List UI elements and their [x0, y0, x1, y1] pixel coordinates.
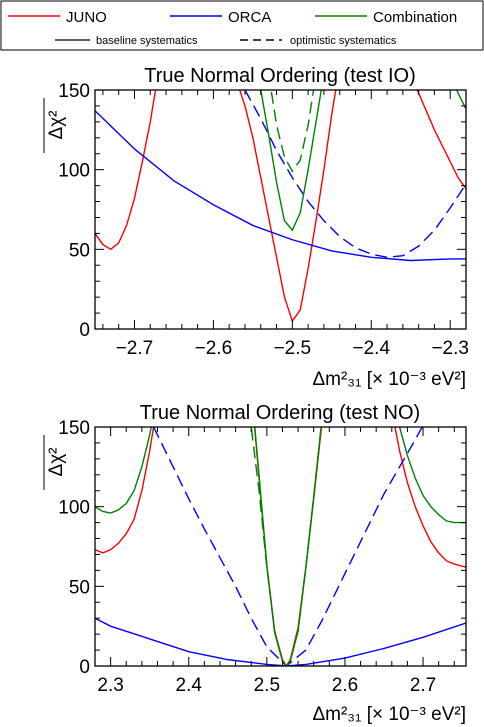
y-tick-label: 0: [79, 657, 90, 678]
y-axis-label-text: Δχ²: [46, 111, 67, 140]
legend-label-optimistic: optimistic systematics: [290, 35, 397, 47]
series-line-combination-baseline: [456, 90, 466, 110]
y-tick-label: 50: [69, 240, 90, 261]
legend-label-orca: ORCA: [228, 9, 271, 26]
x-axis-label: Δm²₃₁ [× 10⁻³ eV²]: [312, 704, 466, 725]
legend: JUNO ORCA Combination baseline systemati…: [0, 0, 484, 51]
series-line-combination-baseline: [260, 90, 322, 232]
y-tick-label: 100: [58, 498, 90, 519]
legend-label-baseline: baseline systematics: [96, 35, 198, 47]
y-axis-label: Δχ²: [46, 111, 67, 140]
x-tick-label: −2.3: [431, 338, 469, 359]
series-line-combination-optimistic: [250, 427, 322, 666]
legend-label-juno: JUNO: [66, 9, 107, 26]
series-group: [95, 90, 466, 323]
x-tick-label: −2.6: [195, 338, 233, 359]
chart-panel-test-no: True Normal Ordering (test NO) Δχ² Δm²₃₁…: [43, 402, 467, 725]
series-line-orca-baseline: [95, 617, 466, 666]
x-tick-label: 2.4: [176, 675, 203, 696]
legend-box: [0, 0, 484, 51]
y-axis-label-text: Δχ²: [46, 448, 67, 477]
series-line-combination-optimistic: [270, 90, 315, 173]
x-tick-label: 2.5: [254, 675, 280, 696]
series-line-orca-baseline: [95, 110, 466, 262]
x-axis-label: Δm²₃₁ [× 10⁻³ eV²]: [312, 369, 466, 390]
y-tick-label: 100: [58, 161, 90, 182]
series-line-orca-optimistic: [244, 90, 466, 259]
x-axis-label-text: Δm²₃₁ [× 10⁻³ eV²]: [312, 704, 466, 725]
series-line-juno-baseline: [95, 90, 466, 323]
plot-frame: [94, 426, 467, 667]
y-tick-label: 150: [58, 81, 90, 102]
panel-title: True Normal Ordering (test NO): [140, 402, 420, 424]
y-axis-label: Δχ²: [46, 448, 67, 477]
y-tick-label: 150: [58, 418, 90, 439]
x-tick-label: −2.7: [116, 338, 154, 359]
x-tick-label: 2.3: [97, 675, 123, 696]
x-tick-label: −2.5: [274, 338, 312, 359]
series-group: [95, 427, 466, 666]
panel-title: True Normal Ordering (test IO): [144, 65, 416, 87]
x-axis-label-text: Δm²₃₁ [× 10⁻³ eV²]: [312, 369, 466, 390]
x-tick-label: 2.7: [410, 675, 436, 696]
plot-frame: [94, 89, 467, 330]
legend-label-combination: Combination: [373, 9, 457, 26]
y-tick-label: 0: [79, 320, 90, 341]
x-tick-label: −2.4: [353, 338, 391, 359]
chart-panel-test-io: True Normal Ordering (test IO) Δχ² Δm²₃₁…: [43, 65, 469, 390]
y-tick-label: 50: [69, 577, 90, 598]
x-tick-label: 2.6: [332, 675, 358, 696]
series-line-orca-optimistic: [152, 427, 423, 666]
